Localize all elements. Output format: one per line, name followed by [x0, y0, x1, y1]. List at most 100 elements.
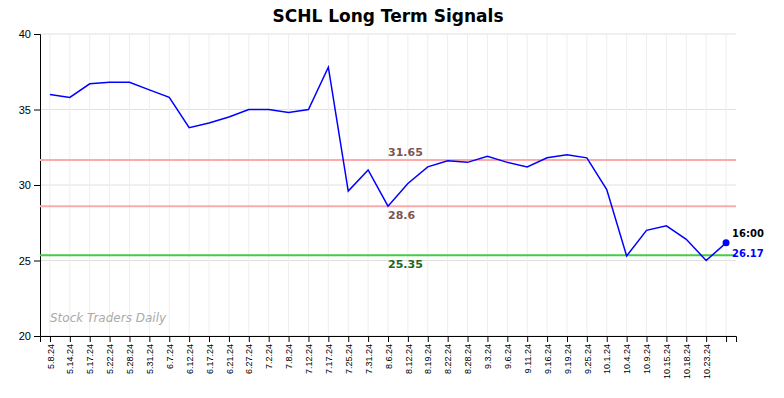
x-tick: 7.31.24	[364, 336, 374, 374]
y-tick-label: 35	[19, 104, 31, 116]
watermark: Stock Traders Daily	[50, 311, 167, 325]
x-tick-mark	[666, 336, 667, 342]
last-time-label: 16:00	[732, 228, 764, 239]
x-tick-label: 7.2.24	[264, 344, 274, 369]
x-tick-mark	[547, 336, 548, 342]
x-tick: 9.16.24	[543, 336, 553, 374]
grid-line-x	[328, 34, 329, 336]
x-tick: 9.6.24	[503, 336, 513, 369]
x-tick-mark	[169, 336, 170, 342]
last-point	[723, 239, 730, 246]
x-tick: 5.31.24	[145, 336, 155, 374]
y-tick-mark	[34, 261, 40, 262]
x-axis: 5.8.24 5.14.24 5.17.24 5.22.24 5.28.24 5.31.2…	[41, 336, 737, 379]
x-tick-mark	[647, 336, 648, 342]
x-tick-mark	[487, 336, 488, 342]
x-tick: 10.9.24	[642, 336, 652, 374]
grid-line-x	[606, 34, 607, 336]
y-axis: 20 25 30 35 40	[19, 28, 41, 342]
x-tick-mark	[706, 336, 707, 342]
x-tick-label: 5.14.24	[65, 344, 75, 374]
x-tick: 7.17.24	[324, 336, 334, 374]
grid-line-x	[189, 34, 190, 336]
grid-line-x	[368, 34, 369, 336]
grid-line-x	[209, 34, 210, 336]
x-tick-mark	[468, 336, 469, 342]
y-tick-label: 25	[19, 255, 31, 267]
x-tick-label: 10.15.24	[662, 344, 672, 379]
x-tick-mark	[189, 336, 190, 342]
x-tick: 6.12.24	[185, 336, 195, 374]
x-tick-mark	[448, 336, 449, 342]
grid-line-x	[169, 34, 170, 336]
x-tick-label: 5.31.24	[145, 344, 155, 374]
grid-line-x	[109, 34, 110, 336]
x-tick-label: 9.3.24	[483, 344, 493, 369]
grid-line-x	[626, 34, 627, 336]
x-tick-label: 7.17.24	[324, 344, 334, 374]
x-tick-label: 10.23.24	[702, 344, 712, 379]
x-tick: 5.14.24	[65, 336, 75, 374]
x-axis-line	[41, 337, 737, 343]
x-tick: 7.8.24	[284, 336, 294, 369]
x-tick-label: 10.9.24	[642, 344, 652, 374]
x-tick-label: 7.8.24	[284, 344, 294, 369]
grid-line-x	[467, 34, 468, 336]
x-tick-mark	[90, 336, 91, 342]
price-line	[50, 67, 726, 260]
chart: 20 25 30 35 40 5.8.24 5.14.24 5.17.24 5.22.24 5.2…	[0, 0, 784, 398]
grid-line-x	[288, 34, 289, 336]
x-tick-mark	[249, 336, 250, 342]
x-tick-mark	[289, 336, 290, 342]
x-tick-label: 5.8.24	[46, 344, 56, 369]
x-tick-label: 10.4.24	[622, 344, 632, 374]
grid-line-x	[69, 34, 70, 336]
x-tick-label: 7.12.24	[304, 344, 314, 374]
grid-line-x	[248, 34, 249, 336]
x-tick-label: 8.28.24	[463, 344, 473, 374]
x-tick: 6.21.24	[225, 336, 235, 374]
y-tick-label: 40	[19, 28, 31, 40]
x-tick: 9.25.24	[583, 336, 593, 374]
grid-line-x	[129, 34, 130, 336]
x-tick-mark	[50, 336, 51, 342]
y-tick-label: 20	[19, 330, 31, 342]
x-tick: 5.28.24	[125, 336, 135, 374]
grid-line-x	[566, 34, 567, 336]
x-tick: 9.19.24	[563, 336, 573, 374]
x-tick-mark	[348, 336, 349, 342]
grid-line-x	[427, 34, 428, 336]
grid-line-x	[726, 34, 727, 336]
x-tick: 5.17.24	[85, 336, 95, 374]
grid-line-x	[527, 34, 528, 336]
x-tick-label: 6.21.24	[225, 344, 235, 374]
grid-line-x	[268, 34, 269, 336]
grid-line-x	[49, 34, 50, 336]
x-tick-mark	[408, 336, 409, 342]
y-tick: 30	[19, 179, 40, 191]
reference-line	[40, 254, 736, 256]
x-tick: 8.19.24	[423, 336, 433, 374]
y-tick: 20	[19, 330, 40, 342]
y-tick-mark	[34, 185, 40, 186]
x-tick-mark	[269, 336, 270, 342]
x-tick: 10.18.24	[682, 336, 692, 379]
x-tick-mark	[627, 336, 628, 342]
grid-line-x	[228, 34, 229, 336]
grid-line-x	[586, 34, 587, 336]
x-tick: 7.25.24	[344, 336, 354, 374]
x-tick-label: 9.19.24	[563, 344, 573, 374]
y-tick: 40	[19, 28, 40, 40]
x-tick: 8.12.24	[404, 336, 414, 374]
x-tick: 5.8.24	[46, 336, 56, 369]
x-tick-label: 7.31.24	[364, 344, 374, 374]
x-tick-mark	[507, 336, 508, 342]
x-tick: 9.11.24	[523, 336, 533, 373]
x-tick-label: 5.17.24	[85, 344, 95, 374]
x-tick-label: 5.22.24	[105, 344, 115, 374]
reference-label: 31.65	[388, 146, 423, 159]
x-tick	[726, 336, 727, 342]
x-tick-label: 6.27.24	[244, 344, 254, 374]
x-tick-mark	[328, 336, 329, 342]
x-tick-mark	[388, 336, 389, 342]
